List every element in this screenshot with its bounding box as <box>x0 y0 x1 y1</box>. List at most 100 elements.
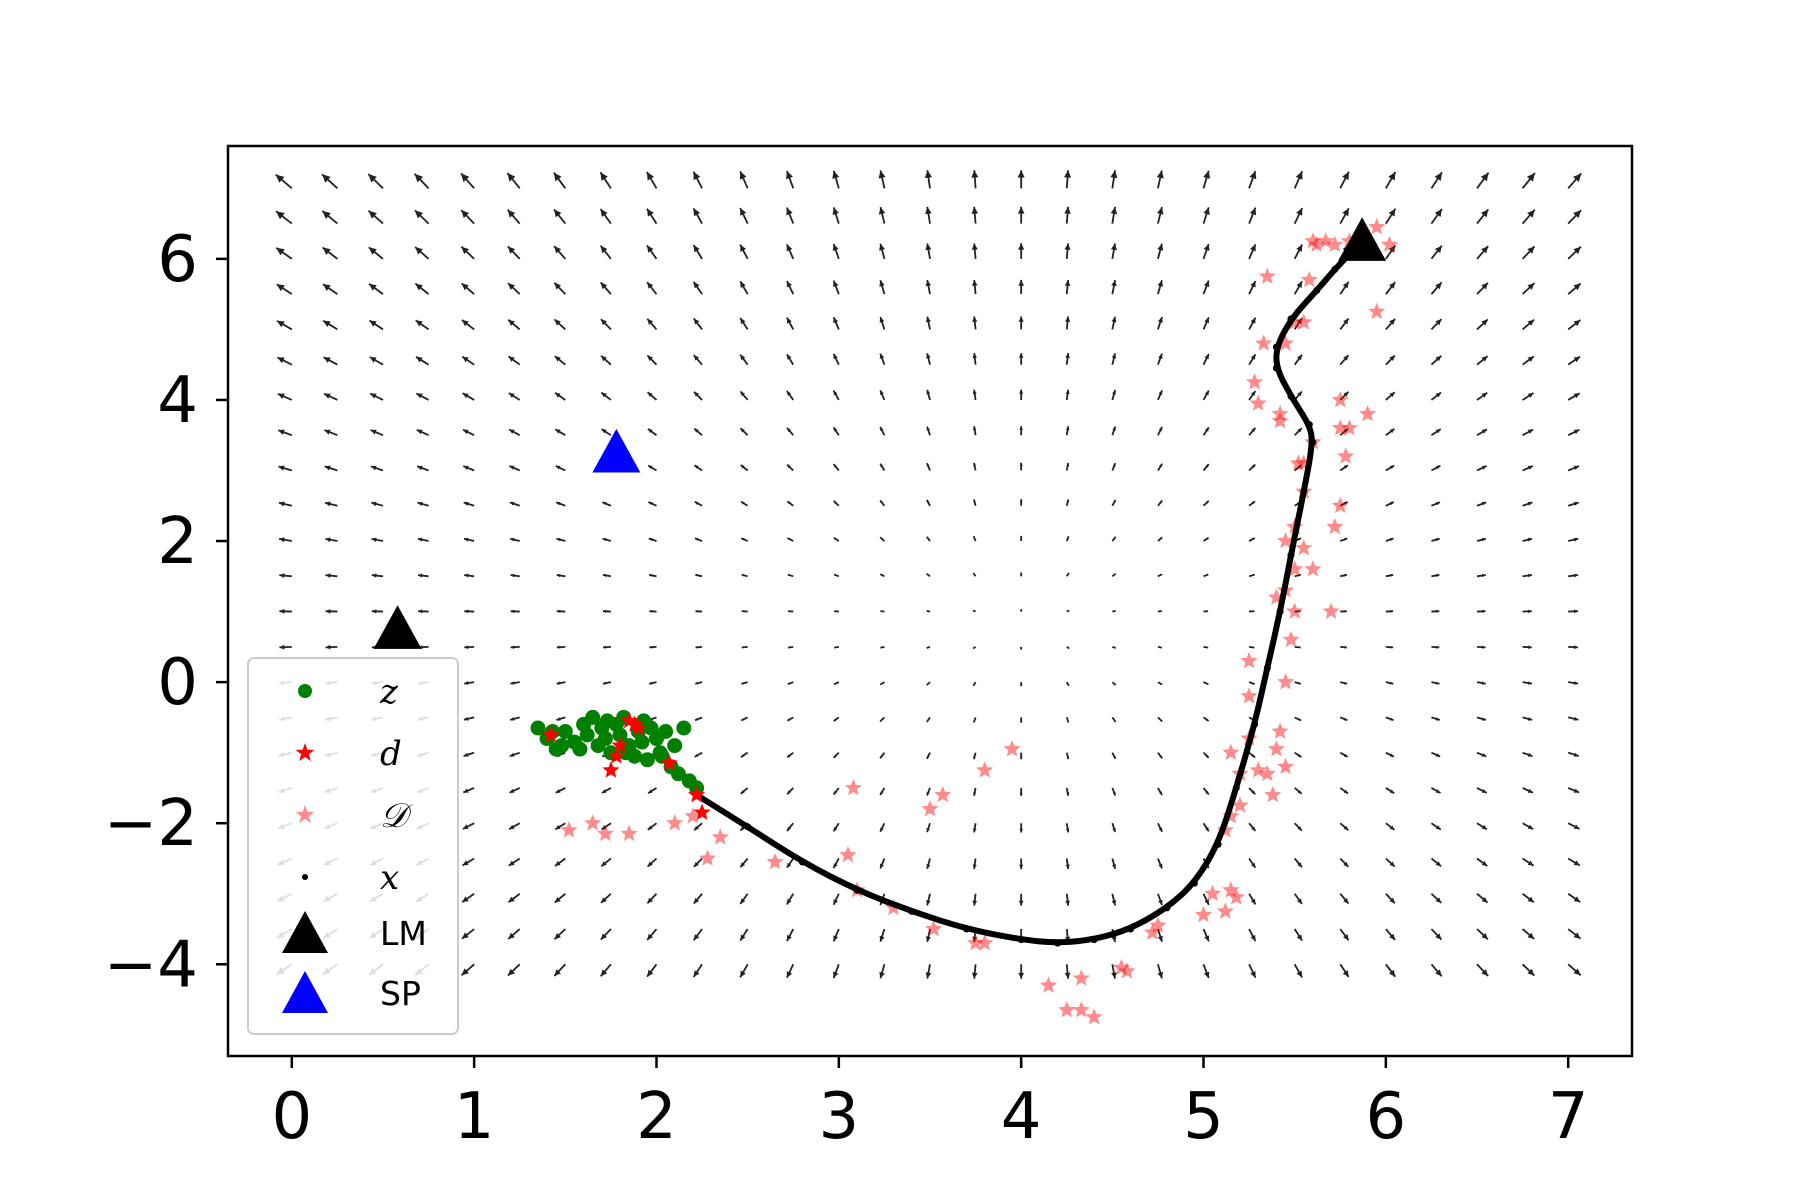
quiver-arrowhead <box>508 283 515 290</box>
y-tick-label: 4 <box>157 364 198 438</box>
x-tick-label: 0 <box>271 1080 312 1154</box>
quiver-arrowhead <box>1389 789 1395 794</box>
quiver-arrowhead <box>601 861 607 867</box>
quiver-arrowhead <box>786 244 793 252</box>
quiver-arrowhead <box>463 716 469 721</box>
quiver-arrowhead <box>647 428 653 434</box>
legend: z d 𝒟 x LM SP <box>247 657 459 1035</box>
D-point <box>1003 740 1021 757</box>
quiver-arrowhead <box>1573 573 1579 578</box>
quiver-arrowhead <box>1481 933 1488 940</box>
quiver-arrowhead <box>926 353 931 359</box>
x-point <box>1054 939 1062 947</box>
quiver-arrowhead <box>926 499 930 503</box>
quiver-arrowhead <box>833 971 839 979</box>
quiver-arrowhead <box>1250 971 1256 978</box>
quiver-arrowhead <box>1436 645 1440 649</box>
quiver-arrowhead <box>1157 207 1164 215</box>
quiver-arrowhead <box>1388 245 1396 253</box>
quiver-arrowhead <box>369 357 377 363</box>
quiver-arrowhead <box>1343 538 1348 541</box>
quiver-arrowhead <box>647 392 653 397</box>
quiver-arrowhead <box>740 391 745 397</box>
quiver-arrowhead <box>925 936 931 942</box>
D-point <box>1216 902 1234 919</box>
D-point <box>1072 1001 1090 1018</box>
z-point <box>557 724 573 739</box>
quiver-arrowhead <box>695 681 699 685</box>
quiver-arrowhead <box>693 970 700 977</box>
quiver-arrowhead <box>554 356 561 362</box>
quiver-arrowhead <box>1573 788 1580 793</box>
quiver-arrowhead <box>786 391 792 396</box>
quiver-arrowhead <box>972 353 977 359</box>
D-point <box>1380 235 1399 252</box>
quiver-arrowhead <box>786 207 793 216</box>
x-point <box>1305 421 1313 429</box>
quiver-arrowhead <box>1066 499 1069 503</box>
quiver-arrowhead <box>1435 789 1441 793</box>
quiver-arrowhead <box>555 465 561 470</box>
quiver-arrowhead <box>1573 752 1579 757</box>
quiver-arrowhead <box>1112 828 1116 833</box>
quiver-arrowhead <box>554 897 561 903</box>
x-point <box>1287 315 1295 323</box>
D-point <box>1267 588 1285 605</box>
x-point <box>963 925 970 933</box>
quiver-arrowhead <box>693 208 700 217</box>
quiver-arrowhead <box>461 320 469 327</box>
quiver-arrowhead <box>1065 426 1070 431</box>
quiver-arrowhead <box>1019 462 1023 466</box>
quiver-arrowhead <box>279 608 285 614</box>
quiver-arrowhead <box>786 971 793 978</box>
quiver-arrowhead <box>600 933 607 940</box>
quiver-arrowhead <box>275 174 285 183</box>
quiver-arrowhead <box>1157 971 1164 979</box>
quiver-arrowhead <box>973 462 977 467</box>
quiver-arrowhead <box>833 754 837 758</box>
d-point <box>660 754 678 771</box>
quiver-arrowhead <box>461 932 469 939</box>
d-point <box>620 711 638 729</box>
D-point <box>1249 394 1267 411</box>
quiver-arrowhead <box>1481 789 1487 793</box>
quiver-arrowhead <box>1389 282 1396 289</box>
quiver-arrowhead <box>1481 573 1486 578</box>
quiver-arrowhead <box>971 206 979 214</box>
quiver-arrowhead <box>833 500 837 504</box>
quiver-arrowhead <box>1389 502 1394 506</box>
x-trajectory <box>693 241 1362 946</box>
quiver-arrowhead <box>832 244 839 251</box>
D-point <box>1295 313 1313 330</box>
quiver-arrowhead <box>1296 970 1303 978</box>
quiver-arrowhead <box>924 170 932 179</box>
quiver-arrowhead <box>1481 465 1487 470</box>
quiver-arrowhead <box>649 681 653 685</box>
quiver-arrowhead <box>1295 171 1303 180</box>
quiver-arrowhead <box>741 718 745 721</box>
d-point <box>626 715 644 732</box>
quiver-arrowhead <box>1065 828 1070 833</box>
quiver-arrowhead <box>369 320 377 327</box>
quiver-arrowhead <box>1018 279 1024 286</box>
quiver-arrowhead <box>554 933 561 940</box>
quiver-arrowhead <box>1481 246 1489 254</box>
quiver-arrowhead <box>414 210 423 219</box>
quiver-arrowhead <box>1573 645 1578 650</box>
quiver-arrow <box>833 681 840 686</box>
quiver-arrowhead <box>418 609 423 614</box>
quiver-arrow <box>1203 645 1209 649</box>
quiver-arrowhead <box>556 717 561 721</box>
x-point <box>1251 720 1259 728</box>
quiver-arrowhead <box>371 609 377 614</box>
quiver-arrowhead <box>1297 428 1302 433</box>
quiver-arrow <box>833 573 840 578</box>
quiver-arrowhead <box>279 573 285 578</box>
quiver-arrowhead <box>1018 900 1024 906</box>
quiver-arrow <box>879 681 885 686</box>
quiver-arrow <box>1111 681 1117 686</box>
quiver-arrowhead <box>603 645 607 649</box>
quiver-arrowhead <box>1389 897 1395 904</box>
quiver-arrowhead <box>1390 574 1394 577</box>
quiver-arrowhead <box>1573 537 1579 542</box>
